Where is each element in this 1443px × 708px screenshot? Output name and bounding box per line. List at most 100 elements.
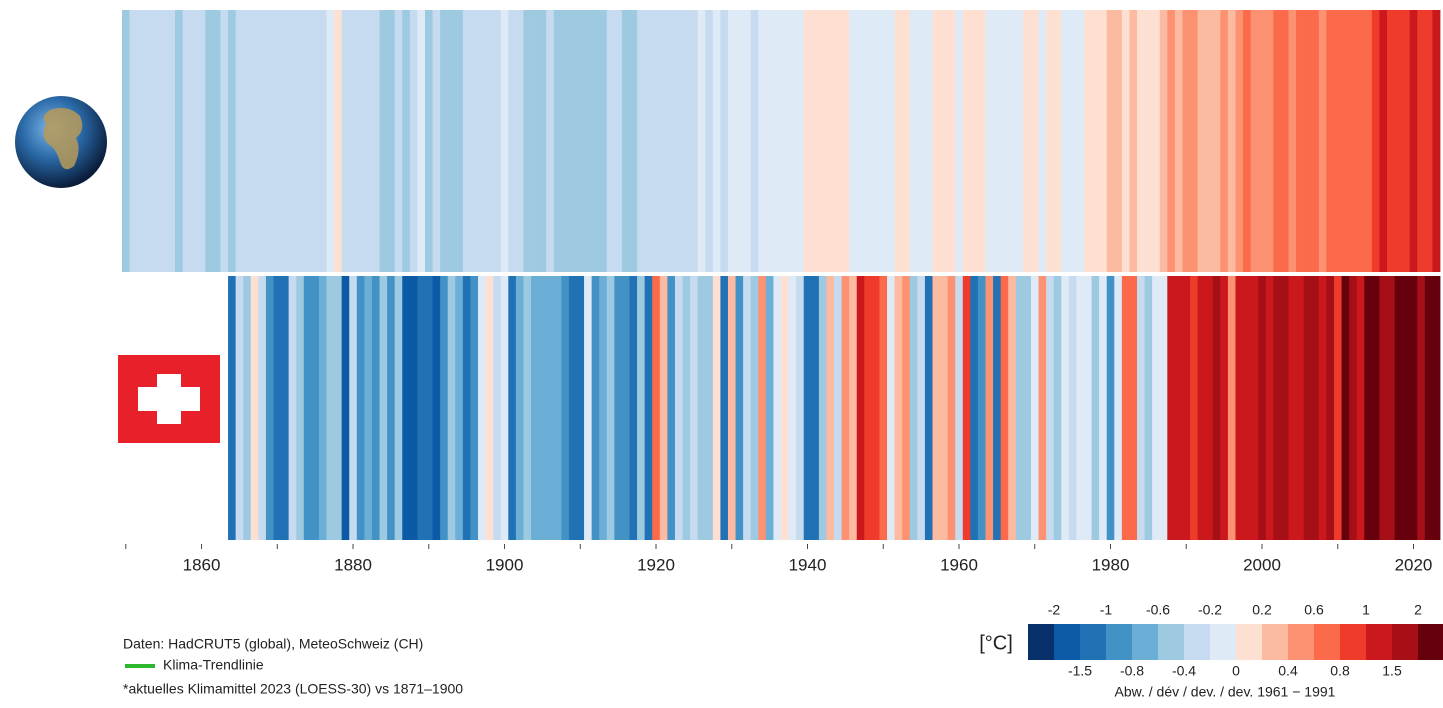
- stripe: [697, 276, 706, 540]
- stripe: [1318, 276, 1327, 540]
- stripe: [1417, 10, 1426, 272]
- stripe: [1356, 276, 1365, 540]
- stripe: [1364, 276, 1373, 540]
- stripe: [1349, 276, 1358, 540]
- stripe: [250, 276, 259, 540]
- stripe: [470, 10, 479, 272]
- stripe: [1243, 276, 1252, 540]
- stripe: [629, 276, 638, 540]
- stripe: [940, 276, 949, 540]
- stripe: [1197, 10, 1206, 272]
- stripe: [440, 10, 449, 272]
- stripe: [1333, 10, 1342, 272]
- stripe: [1000, 10, 1009, 272]
- stripe: [1197, 276, 1206, 540]
- stripe: [985, 10, 994, 272]
- stripe: [462, 10, 471, 272]
- note: Daten: HadCRUT5 (global), MeteoSchweiz (…: [123, 636, 423, 652]
- stripe: [1212, 10, 1221, 272]
- stripe: [962, 276, 971, 540]
- x-tick-label: 1920: [637, 555, 675, 574]
- stripe: [1121, 10, 1130, 272]
- stripe: [478, 276, 486, 540]
- stripe: [841, 10, 850, 272]
- stripe: [485, 10, 494, 272]
- stripe: [394, 10, 403, 272]
- stripe: [296, 10, 305, 272]
- stripe: [409, 276, 418, 540]
- stripe: [720, 10, 729, 272]
- stripe: [152, 10, 161, 272]
- stripe: [220, 10, 229, 272]
- stripe: [591, 10, 600, 272]
- stripe: [417, 276, 426, 540]
- colorbar-box: [1028, 624, 1055, 660]
- stripe: [894, 276, 903, 540]
- stripe: [682, 10, 691, 272]
- stripe: [765, 276, 774, 540]
- colorbar-box: [1132, 624, 1159, 660]
- stripe: [531, 10, 540, 272]
- stripe: [1333, 276, 1342, 540]
- stripe: [318, 10, 327, 272]
- stripe: [917, 276, 926, 540]
- x-tick-label: 1980: [1092, 555, 1130, 574]
- stripe: [379, 276, 388, 540]
- stripe: [1303, 10, 1312, 272]
- stripe: [1424, 276, 1433, 540]
- stripe: [1076, 10, 1085, 272]
- note: *aktuelles Klimamittel 2023 (LOESS-30) v…: [123, 681, 463, 697]
- stripe: [576, 276, 585, 540]
- stripe: [1159, 10, 1168, 272]
- stripe: [1015, 276, 1024, 540]
- stripe: [568, 276, 577, 540]
- stripe: [523, 10, 532, 272]
- swiss-flag-icon: [118, 355, 220, 443]
- stripe: [781, 276, 789, 540]
- stripe: [591, 276, 600, 540]
- x-tick-label: 2020: [1395, 555, 1433, 574]
- stripe: [144, 10, 153, 272]
- stripe: [849, 276, 858, 540]
- stripe: [1386, 10, 1395, 272]
- stripe: [341, 10, 350, 272]
- stripe: [281, 276, 290, 540]
- stripe: [599, 276, 608, 540]
- stripe: [1030, 10, 1039, 272]
- stripe: [508, 276, 517, 540]
- stripe: [318, 276, 327, 540]
- stripe: [1311, 10, 1320, 272]
- stripe: [834, 276, 842, 540]
- stripe: [644, 10, 653, 272]
- stripe: [175, 10, 183, 272]
- stripe: [811, 10, 820, 272]
- stripe: [909, 276, 918, 540]
- stripe: [864, 276, 873, 540]
- stripe: [970, 10, 979, 272]
- stripe: [394, 276, 403, 540]
- colorbar-box: [1080, 624, 1107, 660]
- stripe: [849, 10, 858, 272]
- stripe: [576, 10, 585, 272]
- stripe: [1371, 10, 1380, 272]
- stripe: [197, 10, 206, 272]
- stripe: [538, 276, 547, 540]
- colorbar-tick-label: -1.5: [1068, 663, 1092, 679]
- stripe: [334, 10, 343, 272]
- stripe: [546, 276, 555, 540]
- stripe: [1318, 10, 1327, 272]
- stripe: [1265, 10, 1274, 272]
- stripe: [182, 10, 191, 272]
- stripe: [500, 10, 509, 272]
- stripe: [122, 10, 130, 272]
- stripe: [455, 10, 464, 272]
- stripe: [538, 10, 547, 272]
- stripe: [432, 276, 441, 540]
- stripe: [440, 276, 449, 540]
- stripe: [1417, 276, 1426, 540]
- stripe: [508, 10, 517, 272]
- stripe: [417, 10, 426, 272]
- stripe: [1258, 276, 1267, 540]
- stripe: [1280, 10, 1289, 272]
- stripe: [826, 276, 835, 540]
